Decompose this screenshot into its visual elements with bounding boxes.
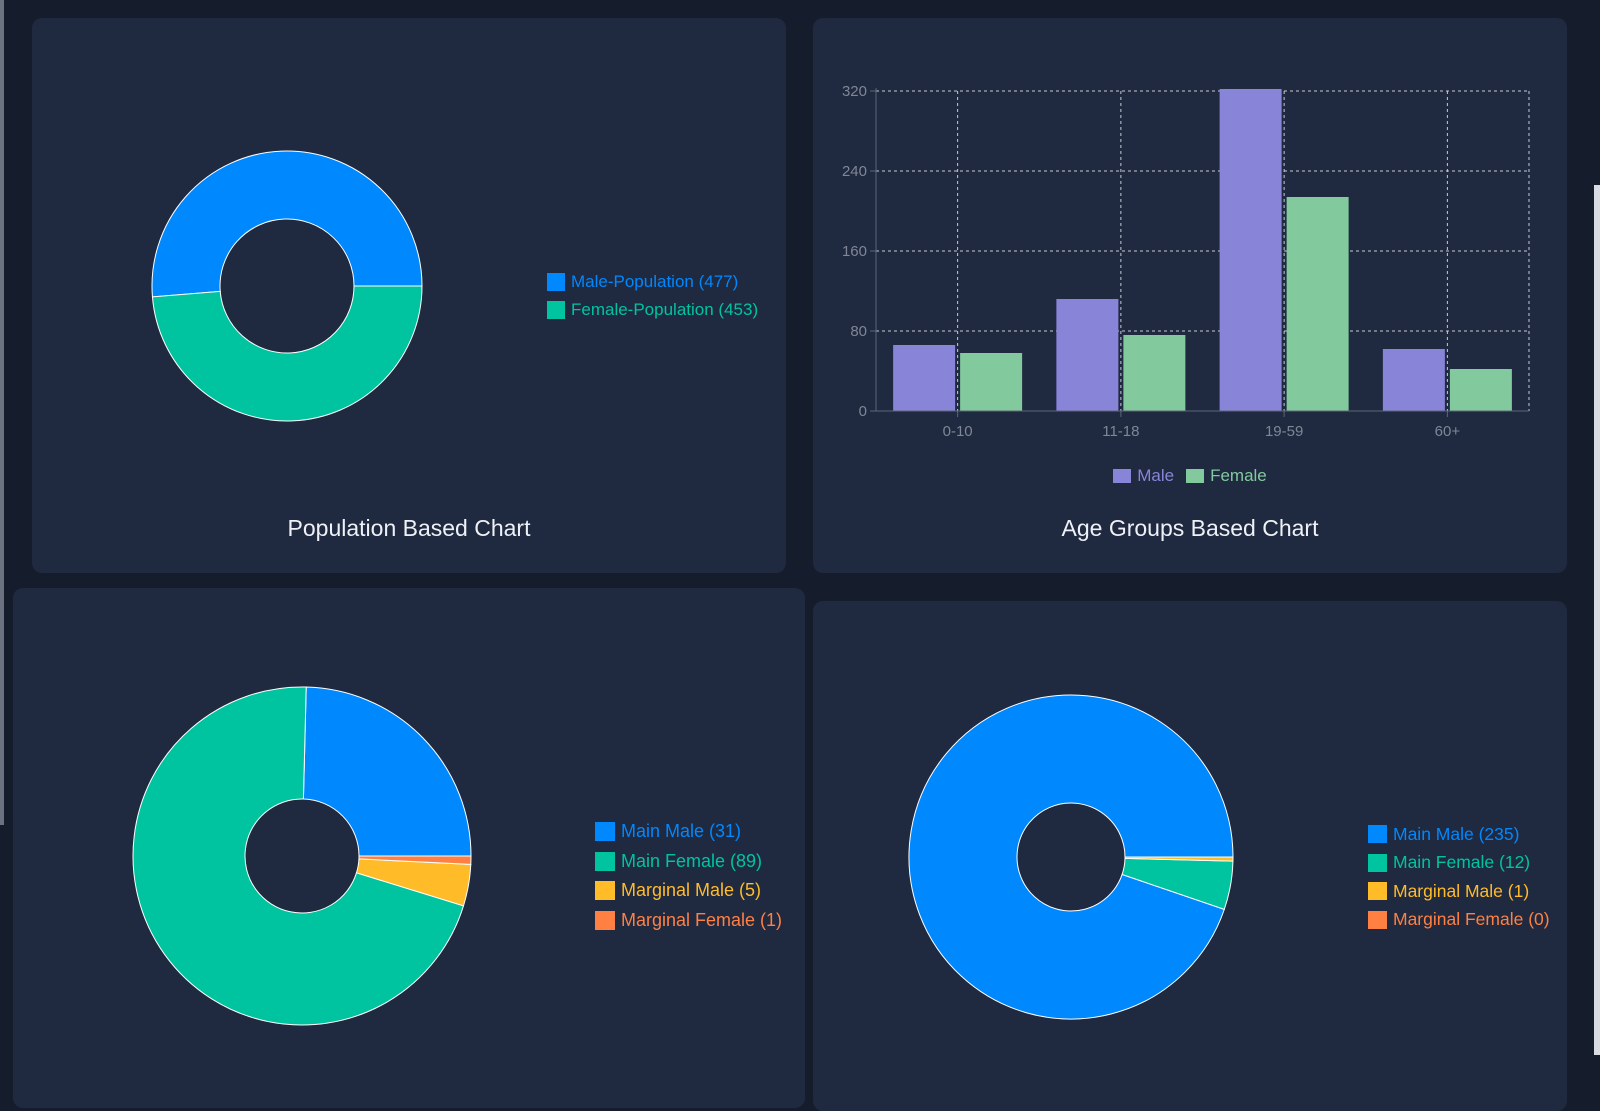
- legend-item-female-population[interactable]: Female-Population (453): [547, 296, 758, 324]
- population-donut-chart: [151, 150, 423, 422]
- legend-label: Main Male (235): [1393, 823, 1520, 844]
- legend-item-marginal-female[interactable]: Marginal Female (1): [595, 906, 782, 936]
- bar-female-0[interactable]: [960, 353, 1023, 411]
- population-legend: Male-Population (477) Female-Population …: [547, 268, 758, 324]
- legend-label: Main Female (89): [621, 850, 763, 871]
- legend-label: Marginal Female (0): [1393, 909, 1550, 930]
- legend-item-main-female[interactable]: Main Female (12): [1368, 849, 1550, 878]
- legend-item-marginal-male[interactable]: Marginal Male (1): [1368, 877, 1550, 906]
- legend-swatch: [1368, 882, 1387, 901]
- donut-slice-1[interactable]: [132, 686, 465, 1026]
- y-tick-label: 160: [842, 243, 867, 260]
- legend-label: Female-Population (453): [571, 300, 759, 319]
- bar-male-1[interactable]: [1056, 299, 1119, 411]
- legend-item-female[interactable]: Female: [1186, 466, 1267, 486]
- x-tick-label: 11-18: [1102, 423, 1139, 440]
- legend-label: Marginal Male (1): [1393, 880, 1530, 901]
- legend-swatch: [595, 881, 615, 901]
- bar-female-1[interactable]: [1123, 335, 1186, 411]
- age-groups-bar-chart: 0 80 160 240 320 0-10 11-18 19-59 60+: [842, 83, 1530, 440]
- legend-swatch: [1368, 853, 1387, 872]
- donut-slice-0[interactable]: [908, 694, 1234, 1020]
- main-marginal-legend-2: Main Male (235) Main Female (12) Margina…: [1368, 820, 1550, 934]
- legend-swatch: [1186, 469, 1205, 483]
- donut-slice-1[interactable]: [151, 285, 423, 422]
- legend-item-male-population[interactable]: Male-Population (477): [547, 268, 758, 296]
- population-chart-title: Population Based Chart: [287, 515, 531, 541]
- age-groups-legend: Male Female: [813, 466, 1567, 486]
- bar-male-3[interactable]: [1382, 349, 1445, 411]
- y-tick-label: 240: [842, 163, 867, 180]
- donut-slice-0[interactable]: [151, 150, 423, 298]
- age-groups-chart-title: Age Groups Based Chart: [1061, 515, 1319, 541]
- legend-swatch: [547, 301, 565, 319]
- donut-slice-3[interactable]: [358, 855, 472, 865]
- legend-item-male[interactable]: Male: [1113, 466, 1174, 486]
- legend-item-main-male[interactable]: Main Male (31): [595, 817, 782, 847]
- age-groups-chart-card: 0 80 160 240 320 0-10 11-18 19-59 60+ Male Femal…: [813, 18, 1567, 573]
- bar-female-3[interactable]: [1449, 369, 1512, 411]
- legend-swatch: [1113, 469, 1132, 483]
- donut-slice-0[interactable]: [302, 686, 472, 857]
- legend-item-main-female[interactable]: Main Female (89): [595, 847, 782, 877]
- bar-female-2[interactable]: [1286, 197, 1349, 411]
- legend-swatch: [595, 822, 615, 842]
- population-chart-card: Male-Population (477) Female-Population …: [32, 18, 786, 573]
- legend-label: Male-Population (477): [571, 272, 739, 291]
- x-tick-label: 60+: [1435, 423, 1461, 440]
- y-tick-label: 80: [850, 323, 867, 340]
- bar-male-0[interactable]: [893, 345, 956, 411]
- main-marginal-donut-chart-2: [908, 694, 1234, 1020]
- legend-swatch: [547, 273, 565, 291]
- legend-label: Marginal Female (1): [621, 909, 783, 930]
- legend-item-marginal-male[interactable]: Marginal Male (5): [595, 876, 782, 906]
- legend-label: Main Male (31): [621, 821, 742, 842]
- x-tick-label: 19-59: [1265, 423, 1303, 440]
- legend-item-marginal-female[interactable]: Marginal Female (0): [1368, 906, 1550, 935]
- legend-swatch: [1368, 825, 1387, 844]
- bar-male-2[interactable]: [1219, 89, 1282, 411]
- legend-item-main-male[interactable]: Main Male (235): [1368, 820, 1550, 849]
- main-marginal-donut-chart-1: [132, 686, 472, 1026]
- scrollbar-track[interactable]: [1594, 185, 1600, 1055]
- legend-swatch: [595, 851, 615, 871]
- main-marginal-chart-card-1: Main Male (31) Main Female (89) Marginal…: [13, 588, 805, 1108]
- window-edge-left: [0, 0, 4, 825]
- legend-swatch: [595, 910, 615, 930]
- main-marginal-legend-1: Main Male (31) Main Female (89) Marginal…: [595, 817, 782, 935]
- y-tick-label: 0: [859, 403, 867, 420]
- y-tick-label: 320: [842, 83, 867, 100]
- legend-swatch: [1368, 910, 1387, 929]
- main-marginal-chart-card-2: Main Male (235) Main Female (12) Margina…: [813, 601, 1567, 1111]
- legend-label: Male: [1137, 466, 1175, 485]
- legend-label: Female: [1210, 466, 1267, 485]
- legend-label: Marginal Male (5): [621, 880, 762, 901]
- legend-label: Main Female (12): [1393, 852, 1531, 873]
- x-tick-label: 0-10: [943, 423, 973, 440]
